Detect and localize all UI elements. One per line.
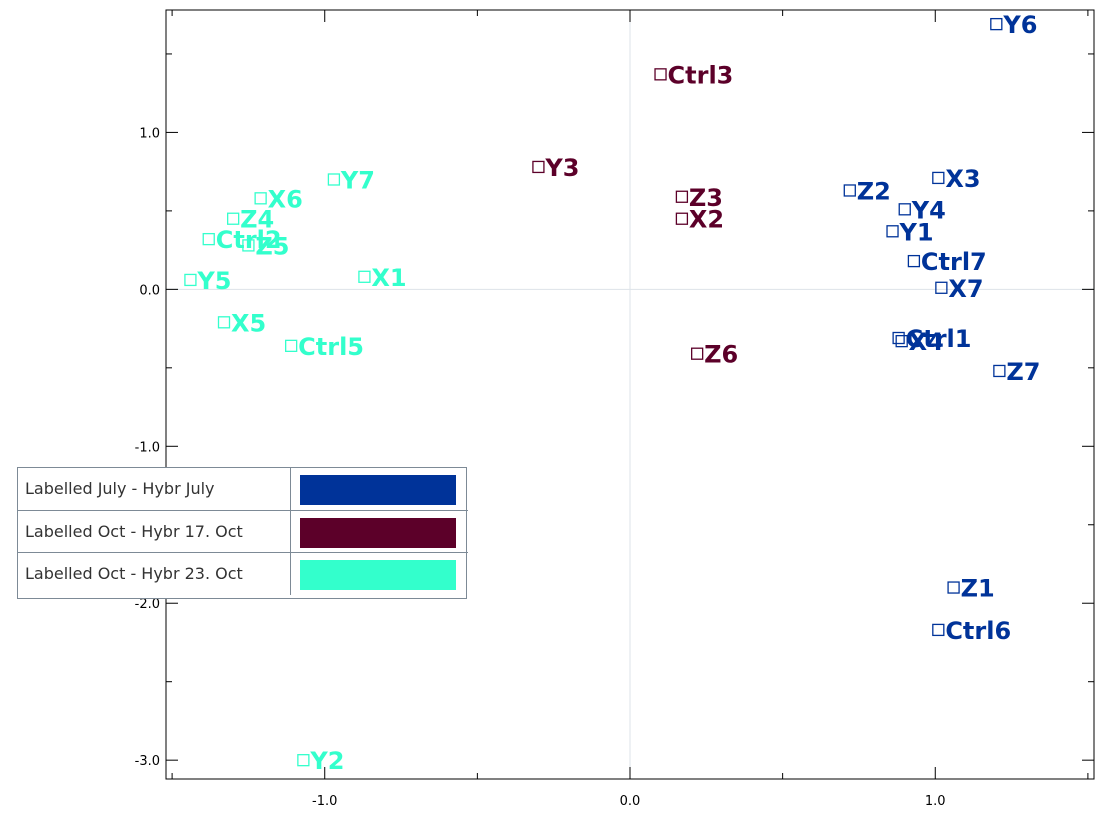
point-label: X2 (689, 206, 724, 234)
data-point (285, 339, 298, 352)
legend-swatch (300, 560, 456, 590)
point-label: Z6 (704, 341, 738, 369)
point-label: Ctrl3 (668, 61, 734, 89)
point-label: X3 (945, 165, 980, 193)
point-label: Z2 (857, 177, 891, 205)
data-point (358, 270, 371, 283)
point-label: Ctrl6 (945, 617, 1011, 645)
legend-label: Labelled Oct - Hybr 23. Oct (25, 564, 243, 583)
y-tick-label: 1.0 (139, 126, 160, 141)
x-tick-label: 1.0 (925, 794, 946, 809)
data-point (892, 331, 905, 345)
data-point (254, 192, 267, 205)
legend-swatch (300, 518, 456, 548)
data-point (691, 347, 704, 360)
point-label: Y7 (340, 166, 375, 194)
data-point (532, 160, 545, 174)
y-tick-label: -2.0 (135, 597, 160, 612)
legend-item: Labelled Oct - Hybr 17. Oct (18, 510, 468, 553)
legend-divider (290, 511, 291, 553)
data-point (184, 273, 197, 287)
data-point (935, 281, 948, 294)
point-label: Ctrl7 (921, 248, 987, 276)
data-point (217, 316, 231, 329)
data-point (297, 754, 310, 767)
legend-swatch (300, 475, 456, 505)
data-point (932, 171, 945, 185)
point-label: Z7 (1006, 358, 1040, 386)
point-label: X5 (231, 309, 266, 337)
point-label: Z1 (961, 575, 995, 603)
data-point (990, 17, 1003, 31)
point-label: Y2 (309, 747, 344, 775)
legend-item: Labelled Oct - Hybr 23. Oct (18, 552, 468, 595)
point-label: Y1 (899, 218, 934, 246)
point-label: X7 (948, 275, 983, 303)
data-point (843, 184, 856, 197)
data-point (327, 173, 341, 186)
legend-divider (290, 553, 291, 595)
point-label: Y6 (1002, 11, 1037, 39)
point-label: X1 (371, 264, 406, 292)
legend-divider (290, 468, 291, 510)
data-point (886, 225, 899, 238)
point-label: X6 (268, 185, 303, 213)
legend-label: Labelled July - Hybr July (25, 479, 215, 498)
legend-item: Labelled July - Hybr July (18, 468, 468, 510)
data-point (898, 203, 911, 216)
point-label: Z3 (689, 184, 723, 212)
data-point (947, 581, 960, 594)
point-label: X4 (909, 328, 944, 356)
data-point (895, 334, 908, 348)
data-point (202, 232, 215, 246)
data-point (932, 623, 945, 637)
y-tick-label: 0.0 (139, 283, 160, 298)
point-label: Ctrl5 (298, 333, 364, 361)
data-point (227, 212, 240, 225)
point-label: Z5 (255, 232, 289, 260)
point-label: Y5 (196, 267, 231, 295)
data-point (675, 190, 689, 203)
data-point (907, 254, 921, 268)
point-label: Y4 (911, 196, 946, 224)
legend-label: Labelled Oct - Hybr 17. Oct (25, 522, 243, 541)
y-tick-label: -1.0 (135, 440, 160, 455)
x-tick-label: -1.0 (312, 794, 337, 809)
point-label: Y3 (544, 154, 579, 182)
x-tick-label: 0.0 (620, 794, 641, 809)
data-point (242, 239, 255, 252)
legend: Labelled July - Hybr July Labelled Oct -… (17, 467, 468, 599)
data-point (993, 364, 1006, 378)
y-tick-label: -3.0 (135, 754, 160, 769)
point-label: Ctrl1 (906, 325, 972, 353)
data-point (675, 212, 689, 225)
data-point (654, 68, 667, 81)
point-label: Z4 (240, 206, 274, 234)
